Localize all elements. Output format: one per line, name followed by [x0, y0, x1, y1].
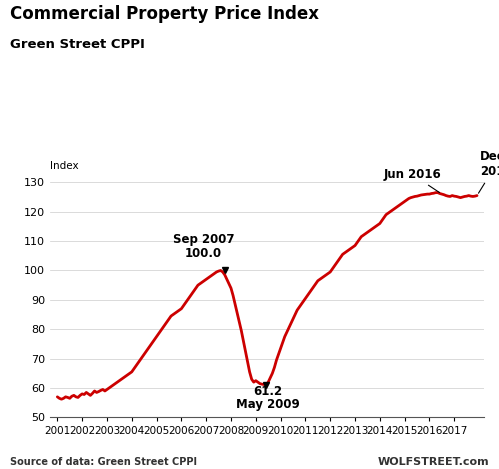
- Text: Sep 2007: Sep 2007: [173, 233, 235, 246]
- Text: Commercial Property Price Index: Commercial Property Price Index: [10, 5, 319, 23]
- Text: 61.2: 61.2: [253, 386, 283, 398]
- Text: Index: Index: [50, 161, 78, 171]
- Text: Green Street CPPI: Green Street CPPI: [10, 38, 145, 51]
- Text: 100.0: 100.0: [185, 247, 222, 260]
- Text: WOLFSTREET.com: WOLFSTREET.com: [377, 457, 489, 467]
- Text: Source of data: Green Street CPPI: Source of data: Green Street CPPI: [10, 457, 197, 467]
- Text: Jun 2016: Jun 2016: [383, 168, 441, 193]
- Text: Dec
2017: Dec 2017: [479, 150, 499, 193]
- Text: May 2009: May 2009: [237, 398, 300, 411]
